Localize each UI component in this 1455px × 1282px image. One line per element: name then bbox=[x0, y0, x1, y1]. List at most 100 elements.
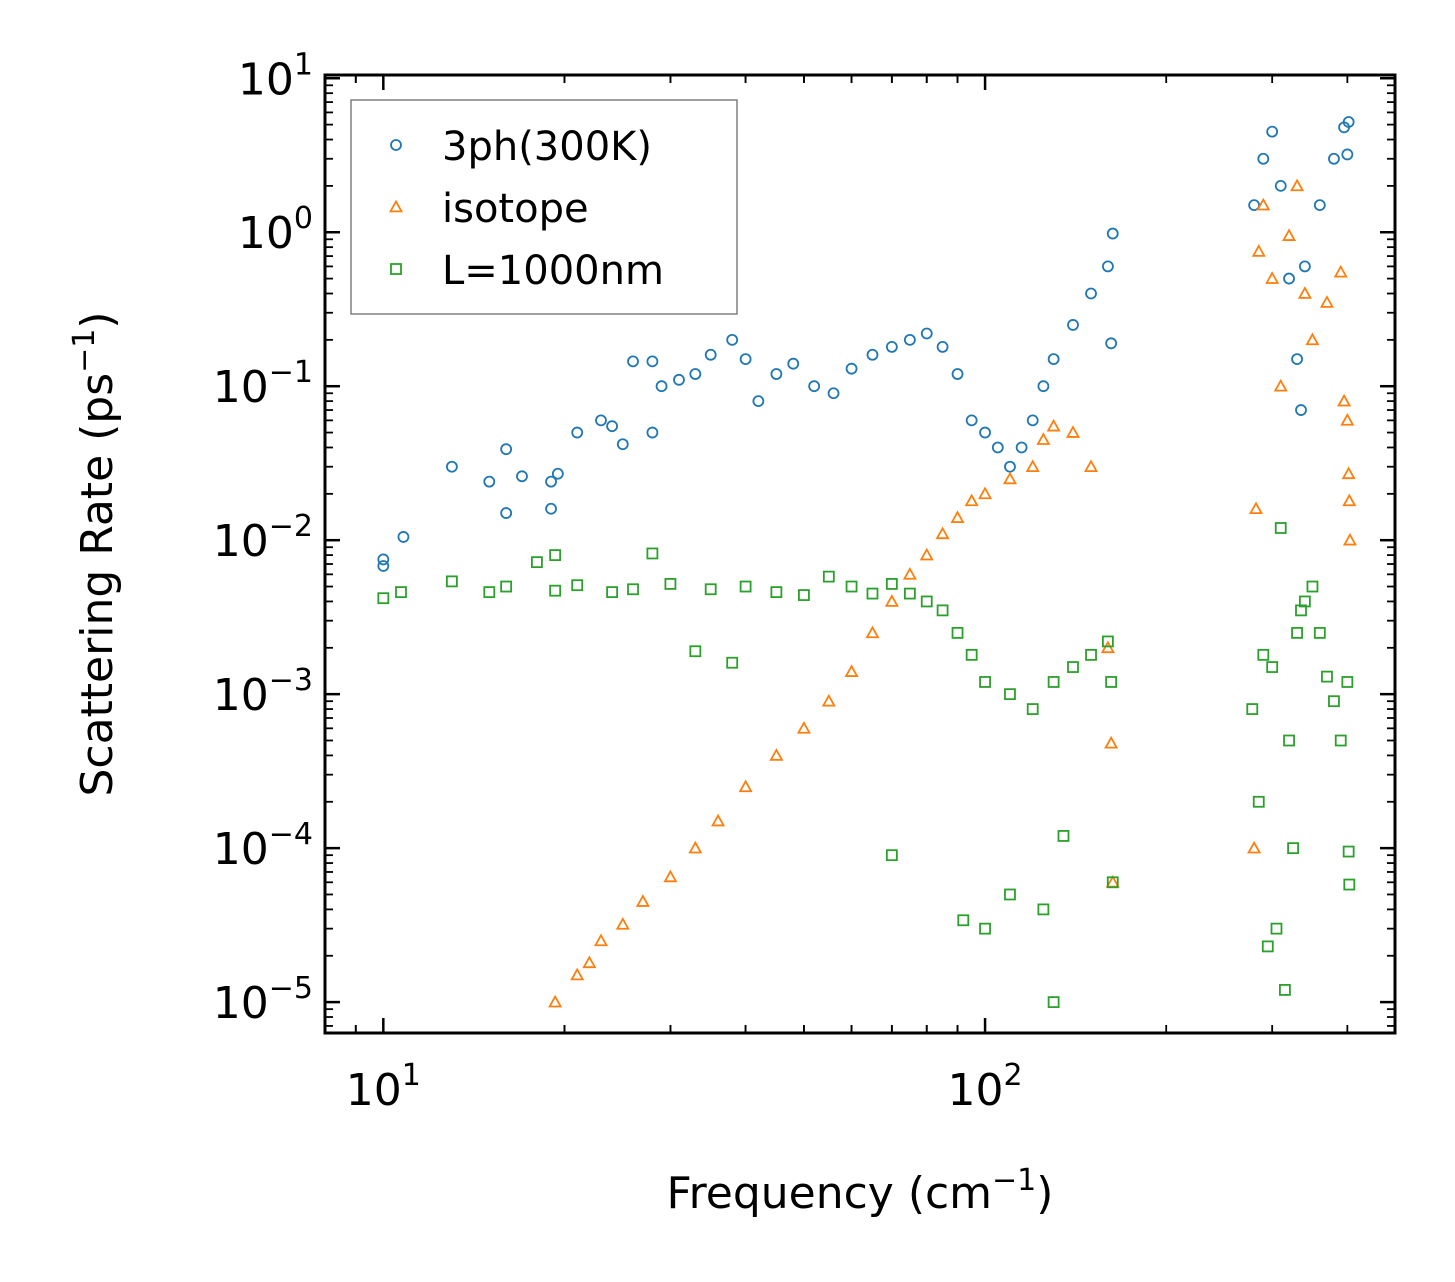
data-point-triangle bbox=[1036, 432, 1051, 445]
data-point-circle bbox=[1101, 260, 1114, 273]
data-point-triangle bbox=[1265, 271, 1280, 284]
data-point-triangle bbox=[844, 664, 859, 677]
y-tick-base: 10 bbox=[213, 978, 269, 1029]
data-point-triangle bbox=[1256, 197, 1271, 211]
data-point-triangle bbox=[821, 693, 836, 707]
data-point-square bbox=[965, 648, 978, 661]
data-point-square bbox=[1279, 984, 1291, 996]
data-point-circle bbox=[951, 368, 964, 380]
data-point-triangle bbox=[738, 779, 753, 793]
data-point-circle bbox=[1298, 260, 1311, 273]
x-tick-base: 10 bbox=[346, 1065, 402, 1116]
data-point-circle bbox=[787, 357, 800, 370]
data-point-triangle bbox=[1273, 378, 1288, 392]
y-tick-exp: −3 bbox=[269, 663, 313, 698]
data-point-square bbox=[1283, 734, 1295, 747]
data-point-square bbox=[704, 583, 717, 596]
y-tick-base: 10 bbox=[213, 516, 269, 567]
data-point-circle bbox=[979, 426, 991, 439]
y-tick-label: 10−2 bbox=[213, 509, 313, 567]
legend-marker-circle bbox=[390, 139, 402, 151]
data-point-square bbox=[1291, 626, 1303, 639]
data-point-triangle bbox=[919, 547, 934, 561]
data-point-square bbox=[979, 676, 991, 688]
data-point-circle bbox=[483, 475, 496, 488]
data-point-square bbox=[1004, 688, 1016, 701]
data-point-triangle bbox=[615, 916, 630, 930]
data-point-circle bbox=[673, 373, 685, 386]
series-circle bbox=[377, 116, 1355, 572]
data-point-circle bbox=[1313, 199, 1326, 212]
data-point-square bbox=[1047, 996, 1060, 1009]
data-point-circle bbox=[1047, 353, 1060, 365]
data-point-triangle bbox=[1342, 532, 1357, 546]
y-tick-base: 10 bbox=[213, 362, 269, 413]
x-tick-base: 10 bbox=[948, 1065, 1004, 1116]
data-point-circle bbox=[1295, 404, 1307, 416]
data-point-triangle bbox=[1002, 471, 1018, 485]
data-point-triangle bbox=[865, 625, 880, 639]
legend: 3ph(300K) isotope L=1000nm bbox=[350, 99, 738, 315]
data-point-circle bbox=[1015, 441, 1028, 454]
data-point-square bbox=[1067, 661, 1079, 673]
y-axis-label: Scattering Rate (ps−1) bbox=[67, 311, 123, 796]
data-point-circle bbox=[377, 553, 390, 566]
data-point-square bbox=[531, 556, 543, 569]
data-point-square bbox=[739, 580, 752, 593]
data-point-circle bbox=[377, 560, 390, 572]
data-point-square bbox=[549, 584, 562, 597]
y-tick-label: 10−4 bbox=[213, 817, 313, 875]
data-point-square bbox=[936, 604, 949, 617]
data-point-circle bbox=[752, 395, 765, 408]
data-point-circle bbox=[646, 426, 659, 439]
data-point-circle bbox=[445, 460, 458, 473]
data-point-triangle bbox=[1340, 413, 1355, 426]
data-point-circle bbox=[1291, 353, 1303, 365]
data-point-circle bbox=[1026, 414, 1039, 427]
data-point-circle bbox=[704, 348, 717, 361]
data-point-triangle bbox=[1305, 332, 1320, 346]
data-point-triangle bbox=[548, 994, 563, 1008]
data-point-circle bbox=[845, 362, 858, 375]
data-point-circle bbox=[1105, 337, 1118, 350]
data-point-circle bbox=[1342, 116, 1355, 128]
data-point-square bbox=[1334, 734, 1347, 747]
data-point-triangle bbox=[635, 894, 650, 907]
data-point-square bbox=[770, 586, 783, 599]
data-point-triangle bbox=[1247, 840, 1262, 854]
data-point-triangle bbox=[1065, 425, 1081, 438]
data-point-square bbox=[798, 589, 810, 601]
data-point-square bbox=[445, 575, 458, 588]
y-tick-base: 10 bbox=[213, 670, 269, 721]
data-point-circle bbox=[545, 475, 557, 488]
data-point-circle bbox=[770, 368, 783, 380]
data-point-square bbox=[1246, 703, 1259, 715]
data-point-square bbox=[951, 626, 964, 639]
data-point-triangle bbox=[1104, 735, 1119, 749]
data-point-square bbox=[1057, 830, 1070, 842]
data-point-triangle bbox=[950, 510, 965, 523]
data-point-square bbox=[689, 645, 702, 658]
data-point-circle bbox=[1248, 199, 1261, 212]
data-point-square bbox=[1037, 903, 1050, 916]
data-point-circle bbox=[500, 443, 513, 456]
legend-marker-square bbox=[390, 263, 402, 275]
data-point-circle bbox=[655, 380, 668, 393]
data-point-triangle bbox=[663, 869, 678, 883]
data-point-triangle bbox=[964, 493, 979, 507]
y-tick-exp: −4 bbox=[269, 817, 313, 852]
data-point-triangle bbox=[1083, 459, 1099, 473]
data-point-triangle bbox=[1290, 178, 1305, 192]
data-point-square bbox=[377, 592, 390, 605]
data-point-square bbox=[885, 578, 898, 590]
y-tick-exp: 1 bbox=[294, 47, 313, 82]
data-point-square bbox=[1026, 703, 1039, 715]
data-point-square bbox=[1266, 661, 1279, 673]
data-point-circle bbox=[551, 467, 564, 480]
legend-marker-triangle bbox=[388, 199, 404, 213]
x-axis-label-sup: −1 bbox=[992, 1163, 1036, 1198]
data-point-square bbox=[1101, 635, 1114, 648]
data-point-circle bbox=[545, 502, 557, 515]
